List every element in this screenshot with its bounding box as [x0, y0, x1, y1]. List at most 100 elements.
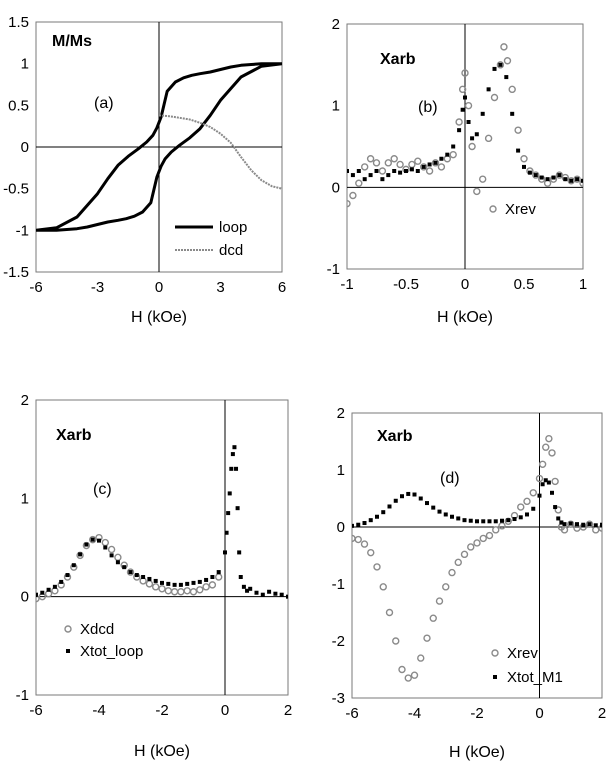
- x-axis-label: H (kOe): [131, 309, 187, 326]
- series-unnamed-point: [527, 170, 532, 175]
- series-xtot-m1-point: [425, 501, 429, 506]
- panel-b: -1 0 1 2 -1 -0.5 0 0.5 1 H (kOe) Xarb (b) Xrev: [327, 16, 588, 326]
- series-xtot-loop-point: [286, 594, 288, 599]
- series-xtot-m1-point: [512, 517, 517, 522]
- plot-area: [36, 62, 282, 232]
- series-xrev-point: [385, 608, 394, 617]
- legend-label: loop: [219, 219, 247, 236]
- series-xtot-m1-point: [556, 516, 561, 521]
- series-unnamed-point: [563, 177, 568, 182]
- series-xrev-point: [560, 526, 569, 534]
- x-tick-label: -6: [345, 705, 358, 722]
- x-tick-label: -4: [92, 702, 105, 719]
- y-tick-label: 1.5: [8, 14, 29, 31]
- x-tick-label: 2: [284, 702, 292, 719]
- x-tick-label: 0: [221, 702, 229, 719]
- series-xrev-point: [417, 654, 425, 662]
- series-xtot-loop-point: [235, 506, 240, 511]
- series-xtot-loop-point: [229, 466, 234, 471]
- series-unnamed-point: [510, 111, 515, 116]
- series-xtot-loop-point: [153, 578, 158, 583]
- series-xtot-m1-point: [431, 505, 436, 510]
- series-xtot-m1-point: [575, 522, 579, 527]
- series-loop-line: [36, 62, 282, 232]
- series-unnamed-point: [427, 162, 432, 167]
- series-xrev-point: [532, 171, 540, 179]
- legend-label: dcd: [219, 242, 243, 259]
- series-xtot-loop-point: [40, 590, 45, 595]
- legend-swatch: [489, 205, 497, 213]
- series-xrev-point: [398, 665, 406, 674]
- series-xrev-point: [500, 43, 508, 51]
- series-xrev-point: [461, 69, 469, 77]
- series-xtot-loop-point: [223, 550, 227, 555]
- series-xrev-point: [425, 167, 434, 175]
- series-unnamed-point: [451, 144, 456, 149]
- series-xtot-m1-point: [475, 519, 479, 524]
- series-xrev-point: [464, 101, 473, 110]
- legend-swatch: [493, 675, 497, 679]
- plot-area: [352, 434, 602, 682]
- series-unnamed-point: [522, 164, 526, 169]
- series-unnamed-point: [404, 169, 408, 173]
- x-tick-label: -4: [408, 705, 421, 722]
- series-xtot-loop-point: [216, 570, 221, 575]
- series-xtot-loop-point: [71, 563, 76, 568]
- series-xdcd-point: [82, 541, 91, 550]
- x-tick-label: 1: [579, 276, 587, 293]
- plot-frame: [351, 412, 603, 699]
- series-xtot-loop-point: [185, 581, 190, 586]
- y-tick-label: -3: [332, 690, 345, 707]
- series-unnamed-point: [439, 156, 444, 161]
- series-xrev-point: [514, 126, 522, 134]
- series-dcd-line: [158, 114, 282, 190]
- series-xrev-point: [554, 506, 562, 514]
- series-xtot-loop-point: [254, 590, 259, 595]
- series-xtot-m1-point: [443, 512, 448, 517]
- series-xtot-loop-point: [241, 584, 246, 589]
- series-xtot-m1-point: [518, 515, 523, 520]
- legend: Xrev: [489, 201, 536, 218]
- x-tick-label: 0: [535, 705, 543, 722]
- panel-tag: (a): [94, 95, 114, 112]
- series-xrev-point: [366, 155, 375, 163]
- series-xtot-loop-point: [134, 573, 139, 578]
- legend-label: Xrev: [507, 645, 538, 662]
- legend-label: Xdcd: [80, 621, 114, 638]
- series-xtot-m1-point: [525, 512, 529, 517]
- series-xrev-point: [354, 535, 362, 544]
- x-axis-label: H (kOe): [449, 744, 505, 761]
- series-unnamed-point: [539, 175, 544, 180]
- legend-label: Xtot_loop: [80, 643, 143, 660]
- series-xtot-loop-point: [128, 570, 133, 575]
- series-xrev-point: [492, 526, 500, 534]
- x-axis-label: H (kOe): [437, 309, 493, 326]
- series-unnamed-point: [480, 111, 485, 116]
- series-unnamed-point: [474, 132, 479, 137]
- series-xrev-point: [548, 449, 556, 457]
- series-xtot-loop-point: [178, 582, 183, 587]
- series-xtot-loop-point: [109, 553, 114, 558]
- series-xrev-point: [367, 548, 375, 557]
- series-xtot-loop-point: [232, 445, 237, 450]
- series-unnamed-point: [460, 107, 465, 112]
- series-xrev-point: [392, 637, 400, 645]
- x-tick-label: 6: [278, 279, 286, 296]
- series-xtot-loop-point: [234, 466, 239, 471]
- series-unnamed-point: [356, 169, 361, 173]
- y-tick-label: -1: [16, 222, 29, 239]
- series-xdcd-point: [189, 588, 198, 596]
- series-xrev-point: [429, 614, 437, 622]
- legend-label: Xrev: [505, 201, 536, 218]
- x-tick-label: 3: [216, 279, 224, 296]
- series-unnamed-point: [569, 178, 574, 183]
- plot-frame: [35, 399, 289, 696]
- series-unnamed-point: [368, 173, 373, 178]
- series-xdcd-point: [107, 545, 116, 554]
- series-xrev-point: [437, 163, 446, 171]
- series-xdcd-point: [88, 535, 97, 544]
- y-tick-label: -1.5: [3, 264, 29, 281]
- y-axis-label: M/Ms: [52, 33, 92, 50]
- panel-c: -1 0 1 2 -6 -4 -2 0 2 H (kOe) Xarb (c) Xdcd Xtot_loop: [16, 392, 293, 760]
- plot-area: [36, 445, 288, 603]
